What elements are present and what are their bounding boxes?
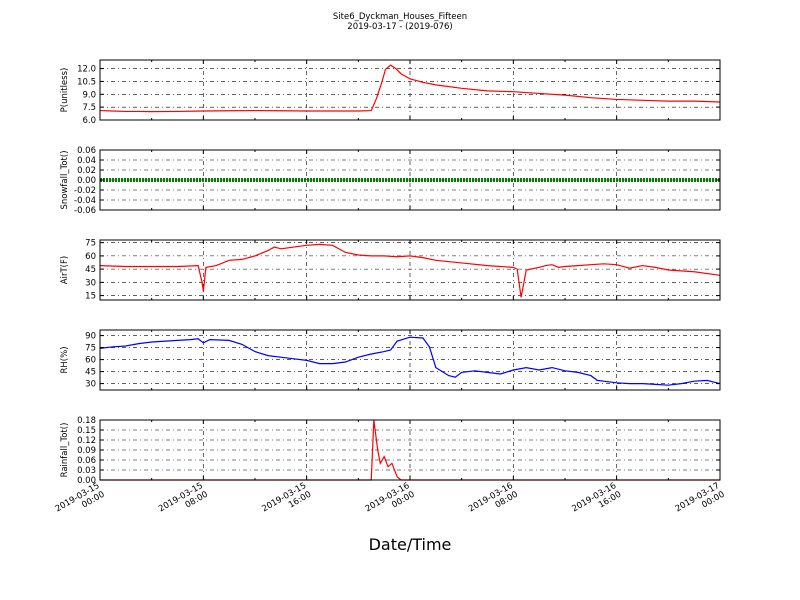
y-tick-label: 0.06 (77, 456, 96, 466)
y-axis-label-panel-5: Rainfall_Tot() (60, 423, 70, 478)
series-line-panel-4 (99, 336, 721, 386)
y-axis-label-panel-4: RH(%) (60, 346, 70, 373)
y-tick-label: -0.04 (74, 196, 96, 206)
chart-title: Site6_Dyckman_Houses_Fifteen (333, 12, 467, 22)
y-tick-label: 60 (85, 252, 96, 262)
y-tick-label: 9.0 (82, 90, 96, 100)
x-tick-label: 2019-03-1600:00 (364, 481, 417, 523)
y-tick-label: 60 (85, 356, 96, 366)
y-tick-label: 0.04 (77, 156, 96, 166)
x-tick-label: 2019-03-1700:00 (674, 481, 727, 523)
y-tick-label: 45 (85, 368, 96, 378)
y-tick-label: 45 (85, 265, 96, 275)
y-tick-label: 75 (85, 239, 96, 249)
panel-4: 30 45 60 75 90 RH(%) (60, 329, 721, 391)
x-tick-label: 2019-03-1616:00 (570, 481, 623, 523)
x-tick-label: 2019-03-1508:00 (157, 481, 210, 523)
y-tick-label: 0.02 (77, 166, 96, 176)
y-tick-label: -0.06 (74, 206, 96, 216)
y-tick-label: -0.02 (74, 186, 96, 196)
y-axis-label-panel-1: P(unitless) (60, 68, 70, 113)
y-tick-label: 0.06 (77, 146, 96, 156)
x-tick-label: 2019-03-1608:00 (467, 481, 520, 523)
series-line-panel-3 (99, 243, 721, 298)
panels: 6.0 7.5 9.0 10.5 12.0 P(unitless) -0.06-0.04-0… (60, 59, 721, 486)
y-tick-label: 30 (85, 278, 96, 288)
panel-1: 6.0 7.5 9.0 10.5 12.0 P(unitless) (60, 59, 721, 126)
y-axis-label-panel-2: Snowfall_Tot() (60, 150, 70, 209)
y-tick-label: 0.00 (77, 476, 96, 486)
x-tick-labels: 2019-03-1500:00 2019-03-1508:00 2019-03-15… (54, 481, 727, 523)
x-tick-label: 2019-03-1516:00 (260, 481, 313, 523)
y-tick-label: 6.0 (82, 116, 96, 126)
panel-5: 0.000.030.060.090.120.150.18 Rainfall_Tot… (60, 416, 721, 486)
y-tick-label: 15 (85, 292, 96, 302)
x-axis-label: Date/Time (369, 535, 452, 554)
y-tick-label: 0.03 (77, 466, 96, 476)
y-tick-label: 7.5 (82, 103, 96, 113)
y-tick-label: 0.18 (77, 416, 96, 426)
y-tick-label: 0.09 (77, 446, 96, 456)
x-tick-label: 2019-03-1500:00 (54, 481, 107, 523)
y-tick-label: 90 (85, 332, 96, 342)
series-line-panel-1 (99, 64, 721, 113)
y-tick-label: 0.00 (77, 176, 96, 186)
y-tick-label: 0.12 (77, 436, 96, 446)
y-tick-label: 75 (85, 344, 96, 354)
y-tick-label: 12.0 (77, 65, 96, 75)
y-tick-label: 30 (85, 380, 96, 390)
chart-subtitle: 2019-03-17 - (2019-076) (347, 22, 452, 32)
panel-3: 15 30 45 60 75 AirT(F) (60, 239, 721, 302)
y-axis-label-panel-3: AirT(F) (60, 256, 70, 284)
y-tick-label: 10.5 (77, 77, 96, 87)
panel-2: -0.06-0.04-0.020.000.020.040.06 Snowfall_… (60, 146, 721, 216)
series-line-panel-5 (100, 419, 720, 481)
y-tick-label: 0.15 (77, 426, 96, 436)
